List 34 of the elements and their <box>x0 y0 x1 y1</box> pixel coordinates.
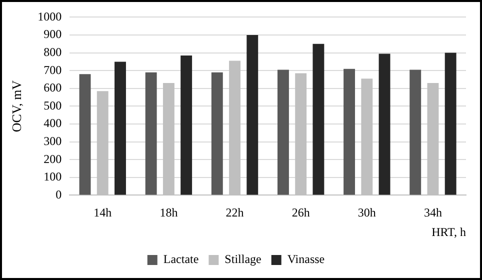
y-tick-label: 800 <box>44 44 62 59</box>
y-tick-label: 700 <box>44 62 62 77</box>
x-axis-title: HRT, h <box>432 224 466 239</box>
bar <box>180 55 192 195</box>
y-tick-label: 500 <box>44 98 62 112</box>
y-tick-label: 600 <box>44 80 62 95</box>
bar <box>444 52 456 195</box>
bar <box>378 54 390 195</box>
x-tick-label: 34h <box>424 206 442 220</box>
bar <box>114 62 126 195</box>
legend-label: Stillage <box>224 252 262 266</box>
bar <box>145 72 157 195</box>
y-tick-label: 0 <box>56 187 62 202</box>
bar <box>277 70 289 195</box>
y-axis-title: OCV, mV <box>9 80 24 132</box>
y-tick-label: 900 <box>44 27 62 42</box>
y-tick-label: 400 <box>44 116 62 130</box>
bar <box>211 72 223 195</box>
bar <box>312 44 324 195</box>
x-tick-label: 30h <box>358 206 376 220</box>
x-tick-label: 14h <box>94 206 112 220</box>
legend-label: Lactate <box>163 252 199 266</box>
bar <box>344 68 356 195</box>
bar <box>246 35 258 195</box>
y-tick-label: 200 <box>44 152 62 166</box>
bar <box>79 74 91 195</box>
bar <box>410 70 422 195</box>
legend-label: Vinasse <box>287 252 325 266</box>
x-tick-label: 26h <box>292 206 310 220</box>
y-tick-label: 300 <box>44 134 62 148</box>
x-tick-label: 22h <box>226 206 244 220</box>
y-tick-label: 100 <box>44 170 62 184</box>
y-tick-label: 1000 <box>38 9 62 24</box>
x-tick-label: 18h <box>160 206 178 220</box>
